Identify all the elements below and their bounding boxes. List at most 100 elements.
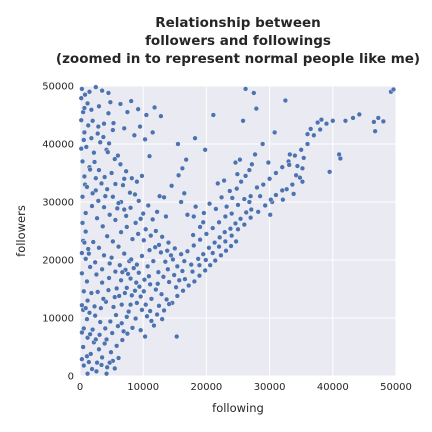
scatter-point bbox=[135, 106, 141, 112]
scatter-point bbox=[148, 318, 155, 324]
scatter-point bbox=[84, 316, 90, 322]
scatter-point bbox=[90, 327, 96, 333]
scatter-point bbox=[145, 202, 151, 209]
scatter-point bbox=[112, 365, 118, 372]
scatter-point bbox=[178, 251, 184, 257]
scatter-point bbox=[86, 310, 93, 316]
scatter-point bbox=[133, 315, 139, 322]
scatter-point bbox=[90, 118, 96, 124]
scatter-point bbox=[122, 290, 128, 296]
scatter-point bbox=[289, 182, 295, 188]
scatter-point bbox=[119, 269, 125, 275]
scatter-point bbox=[99, 280, 105, 286]
scatter-point bbox=[243, 209, 249, 216]
scatter-point bbox=[124, 109, 131, 115]
scatter-point bbox=[159, 316, 165, 322]
scatter-point bbox=[132, 191, 138, 198]
scatter-point bbox=[112, 294, 118, 300]
scatter-point bbox=[138, 327, 144, 333]
scatter-point bbox=[151, 322, 157, 329]
scatter-point bbox=[90, 190, 96, 196]
scatter-point bbox=[146, 273, 152, 279]
y-tick-label: 0 bbox=[68, 372, 74, 383]
scatter-point bbox=[191, 213, 197, 220]
scatter-point bbox=[114, 343, 120, 349]
scatter-point bbox=[91, 159, 98, 165]
scatter-point bbox=[372, 128, 378, 134]
scatter-point bbox=[123, 213, 129, 219]
scatter-point bbox=[148, 233, 154, 239]
scatter-point bbox=[128, 98, 134, 104]
scatter-point bbox=[146, 153, 153, 159]
scatter-point bbox=[93, 368, 100, 374]
scatter-point bbox=[273, 170, 279, 176]
scatter-point bbox=[93, 336, 99, 343]
scatter-point bbox=[86, 359, 92, 365]
scatter-point bbox=[105, 149, 111, 155]
scatter-point bbox=[81, 362, 87, 369]
scatter-point bbox=[246, 167, 252, 173]
scatter-point bbox=[85, 246, 91, 252]
scatter-point bbox=[255, 209, 261, 215]
scatter-point bbox=[287, 151, 293, 158]
scatter-point bbox=[233, 238, 239, 245]
scatter-point bbox=[104, 364, 110, 370]
scatter-point bbox=[178, 199, 184, 205]
scatter-point bbox=[242, 86, 249, 92]
scatter-point bbox=[115, 200, 122, 206]
scatter-point bbox=[298, 147, 304, 153]
scatter-point bbox=[151, 104, 158, 111]
scatter-point bbox=[249, 161, 255, 167]
scatter-point bbox=[110, 238, 116, 245]
scatter-point bbox=[267, 176, 273, 182]
scatter-point bbox=[227, 188, 233, 194]
scatter-point bbox=[83, 228, 89, 235]
scatter-point bbox=[81, 240, 88, 246]
scatter-point bbox=[160, 274, 167, 280]
scatter-point bbox=[279, 187, 285, 194]
scatter-point bbox=[96, 245, 102, 251]
scatter-point bbox=[146, 247, 153, 253]
y-tick-label: 10000 bbox=[42, 314, 74, 325]
scatter-point bbox=[176, 277, 182, 283]
scatter-point bbox=[308, 126, 314, 132]
scatter-point bbox=[126, 309, 132, 315]
scatter-point bbox=[218, 194, 225, 200]
scatter-point bbox=[118, 229, 124, 235]
scatter-point bbox=[356, 111, 362, 118]
scatter-point bbox=[81, 173, 88, 180]
scatter-point bbox=[273, 192, 279, 198]
scatter-point bbox=[267, 212, 273, 218]
scatter-point bbox=[99, 88, 105, 94]
scatter-point bbox=[173, 284, 179, 290]
scatter-point bbox=[175, 141, 181, 147]
scatter-point bbox=[272, 129, 278, 136]
scatter-point bbox=[127, 205, 134, 211]
scatter-point bbox=[124, 224, 130, 230]
scatter-point bbox=[105, 110, 112, 116]
scatter-point bbox=[202, 147, 208, 153]
scatter-point bbox=[78, 95, 84, 101]
scatter-point bbox=[95, 198, 101, 204]
scatter-point bbox=[91, 150, 97, 156]
scatter-point bbox=[318, 117, 325, 123]
scatter-point bbox=[184, 248, 191, 254]
scatter-point bbox=[248, 215, 254, 221]
scatter-point bbox=[234, 186, 240, 192]
scatter-point bbox=[301, 155, 307, 161]
y-axis-label: followers bbox=[14, 205, 28, 257]
scatter-point bbox=[163, 296, 170, 303]
scatter-point bbox=[115, 355, 122, 361]
scatter-point bbox=[161, 307, 167, 314]
scatter-point bbox=[200, 219, 206, 225]
scatter-point bbox=[222, 229, 228, 235]
scatter-point bbox=[143, 226, 149, 232]
scatter-point bbox=[181, 258, 187, 264]
scatter-point bbox=[161, 194, 167, 200]
scatter-point bbox=[136, 198, 142, 204]
scatter-point bbox=[147, 308, 153, 314]
scatter-point bbox=[96, 167, 102, 173]
scatter-point bbox=[101, 252, 107, 258]
scatter-point bbox=[112, 156, 118, 162]
scatter-point bbox=[252, 151, 258, 158]
